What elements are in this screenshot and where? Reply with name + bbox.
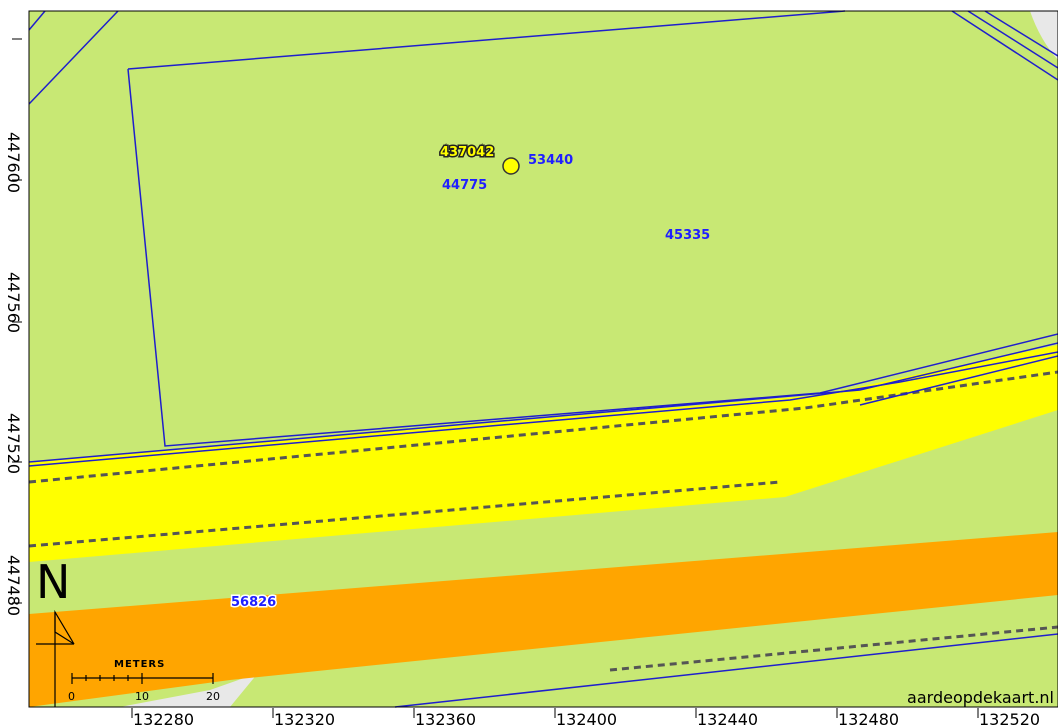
- x-tick-label: 132400: [556, 710, 617, 727]
- parcel-boundary-bottom: [394, 633, 1058, 708]
- x-tick-label: 132320: [274, 710, 335, 727]
- parcel-boundary-top-right-1: [951, 10, 1058, 81]
- marker-label[interactable]: 437042: [439, 144, 496, 162]
- x-tick-label: 132440: [697, 710, 758, 727]
- road-centerline-lower: [28, 480, 781, 548]
- y-tick-label: 447600: [4, 132, 23, 193]
- parcel-boundary-top-left-1: [28, 10, 46, 31]
- parcel-boundary-top-right-3: [984, 10, 1058, 57]
- bottom-axis-strip: [0, 708, 1058, 727]
- north-arrow-icon: [36, 609, 75, 707]
- parcel-label-56826[interactable]: 56826: [230, 594, 278, 612]
- parcel-label-44775[interactable]: 44775: [442, 178, 487, 193]
- x-tick-label: 132480: [838, 710, 899, 727]
- x-tick-label: 132280: [133, 710, 194, 727]
- x-tick-label: 132520: [979, 710, 1040, 727]
- scale-bar-label-10: 10: [135, 690, 149, 703]
- north-arrow-label: N: [36, 555, 70, 609]
- road-band: [29, 345, 1058, 562]
- path-centerline-bottom: [609, 625, 1058, 672]
- parcel-boundary-road-inner: [859, 355, 1058, 406]
- parcel-boundary-road-north: [28, 342, 1058, 463]
- highway-band: [29, 532, 1058, 707]
- scale-bar-label-0: 0: [68, 690, 75, 703]
- unpaved-area-bottom: [120, 673, 258, 707]
- scale-bar-label-20: 20: [206, 690, 220, 703]
- left-axis-strip: [0, 0, 28, 727]
- y-tick-label: 447560: [4, 272, 23, 333]
- scale-bar-unit: METERS: [114, 659, 165, 670]
- scale-bar: METERS 0 10 20: [68, 659, 220, 703]
- parcel-boundary-top-right-2: [967, 10, 1058, 69]
- parcel-label-45335[interactable]: 45335: [665, 228, 710, 243]
- parcel-boundary-45335: [127, 10, 1058, 447]
- parcel-label-53440[interactable]: 53440: [528, 153, 573, 168]
- road-centerline-upper: [28, 370, 1058, 484]
- map-credit[interactable]: aardeopdekaart.nl: [907, 688, 1054, 707]
- y-tick-label: 447480: [4, 555, 23, 616]
- location-marker-icon[interactable]: [502, 157, 520, 175]
- unpaved-area-corner: [1030, 11, 1058, 60]
- parcel-boundary-road-north-2: [28, 351, 1058, 467]
- y-tick-label: 447520: [4, 413, 23, 474]
- x-tick-label: 132360: [415, 710, 476, 727]
- parcel-boundary-top-left-2: [28, 10, 119, 105]
